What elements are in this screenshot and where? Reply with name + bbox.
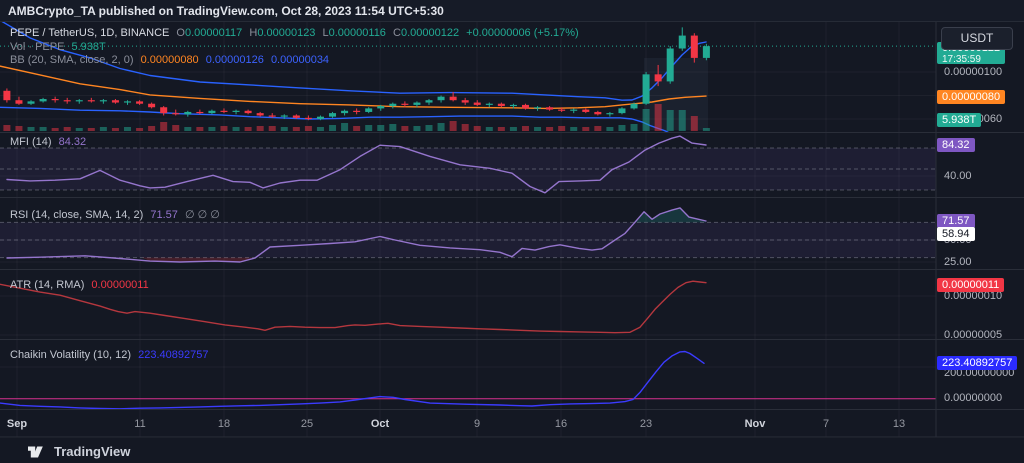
rsi-label: RSI (14, close, SMA, 14, 2) — [10, 209, 144, 221]
axis-price-badge: 0.00000011 — [937, 278, 1005, 292]
open-value: 0.00000117 — [184, 27, 243, 39]
tradingview-logo-icon[interactable] — [28, 444, 48, 458]
bb-lower-value: 0.00000034 — [270, 54, 330, 66]
axis-price-badge: 5.938T — [937, 113, 982, 127]
axis-price-badge: 0.00000080 — [937, 90, 1006, 104]
mfi-band — [0, 148, 936, 190]
time-tick-oct: Oct — [370, 418, 390, 430]
currency-toggle-button[interactable]: USDT — [941, 27, 1013, 50]
bb-upper-value: 0.00000126 — [205, 54, 264, 66]
axis-label: 0.00000010 — [944, 289, 1003, 302]
axis-label: 0.00000000 — [944, 391, 1003, 404]
axis-price-badge: 223.40892757 — [937, 356, 1018, 370]
bb-legend[interactable]: BB (20, SMA, close, 2, 0) 0.00000080 0.0… — [10, 54, 333, 66]
mfi-line — [6, 135, 707, 194]
time-tick-7: 7 — [822, 418, 830, 430]
rsi-band — [0, 222, 936, 258]
time-tick-13: 13 — [892, 418, 906, 430]
high-value: 0.00000123 — [257, 27, 316, 39]
rsi-legend[interactable]: RSI (14, close, SMA, 14, 2) 71.57 ∅ ∅ ∅ — [10, 208, 224, 221]
main-legend[interactable]: PEPE / TetherUS, 1D, BINANCE O0.00000117… — [10, 27, 583, 39]
atr-line — [0, 280, 707, 334]
footer-bar: TradingView — [0, 437, 1024, 463]
volume-value: 5.938T — [71, 41, 106, 53]
axis-label: 25.00 — [944, 255, 972, 268]
rsi-hidden-plots: ∅ ∅ ∅ — [184, 209, 220, 221]
axis-label: 0.00000100 — [944, 65, 1003, 78]
rsi-line — [6, 207, 707, 263]
tradingview-wordmark[interactable]: TradingView — [54, 443, 131, 459]
low-value: 0.00000116 — [328, 27, 386, 39]
atr-value: 0.00000011 — [91, 279, 149, 291]
bb-basis-value: 0.00000080 — [140, 54, 199, 66]
time-tick-18: 18 — [217, 418, 231, 430]
bb-label: BB (20, SMA, close, 2, 0) — [10, 54, 134, 66]
bb-lower-line — [0, 106, 670, 133]
mfi-legend[interactable]: MFI (14) 84.32 — [10, 136, 90, 148]
header-title: AMBCrypto_TA published on TradingView.co… — [8, 4, 444, 18]
axis-price-badge: 84.32 — [937, 138, 975, 152]
volume-legend[interactable]: Vol · PEPE 5.938T — [10, 41, 110, 53]
volume-label: Vol · PEPE — [10, 41, 65, 53]
low-label: L — [322, 27, 329, 39]
atr-legend[interactable]: ATR (14, RMA) 0.00000011 — [10, 279, 153, 291]
chaikin-line — [0, 350, 705, 410]
close-label: C — [393, 27, 401, 39]
axis-label: 200.00000000 — [944, 366, 1015, 379]
change-value: +0.00000006 (+5.17%) — [466, 27, 579, 39]
axis-price-badge: 71.57 — [937, 214, 975, 228]
volume-bars — [3, 104, 710, 131]
chaikin-label: Chaikin Volatility (10, 12) — [10, 349, 132, 361]
close-value: 0.00000122 — [400, 27, 460, 39]
atr-label: ATR (14, RMA) — [10, 279, 85, 291]
high-label: H — [249, 27, 258, 39]
axis-price-badge: 58.94 — [937, 227, 975, 241]
selection-highlight — [644, 58, 708, 130]
symbol-title: PEPE / TetherUS, 1D, BINANCE — [10, 27, 170, 39]
chaikin-legend[interactable]: Chaikin Volatility (10, 12) 223.40892757 — [10, 349, 212, 361]
time-tick-23: 23 — [639, 418, 653, 430]
candles — [3, 27, 710, 121]
header-bar: AMBCrypto_TA published on TradingView.co… — [0, 0, 1024, 22]
chaikin-value: 223.40892757 — [138, 349, 209, 361]
time-tick-25: 25 — [300, 418, 314, 430]
time-tick-sep: Sep — [6, 418, 28, 430]
mfi-value: 84.32 — [58, 136, 87, 148]
time-tick-nov: Nov — [744, 418, 766, 430]
time-tick-16: 16 — [554, 418, 568, 430]
open-label: O — [176, 27, 185, 39]
mfi-label: MFI (14) — [10, 136, 52, 148]
axis-label: 40.00 — [944, 169, 972, 182]
rsi-fill — [635, 207, 706, 223]
time-tick-11: 11 — [134, 418, 146, 430]
rsi-value: 71.57 — [150, 209, 178, 221]
axis-label: 0.00000005 — [944, 328, 1003, 341]
time-tick-9: 9 — [473, 418, 481, 430]
